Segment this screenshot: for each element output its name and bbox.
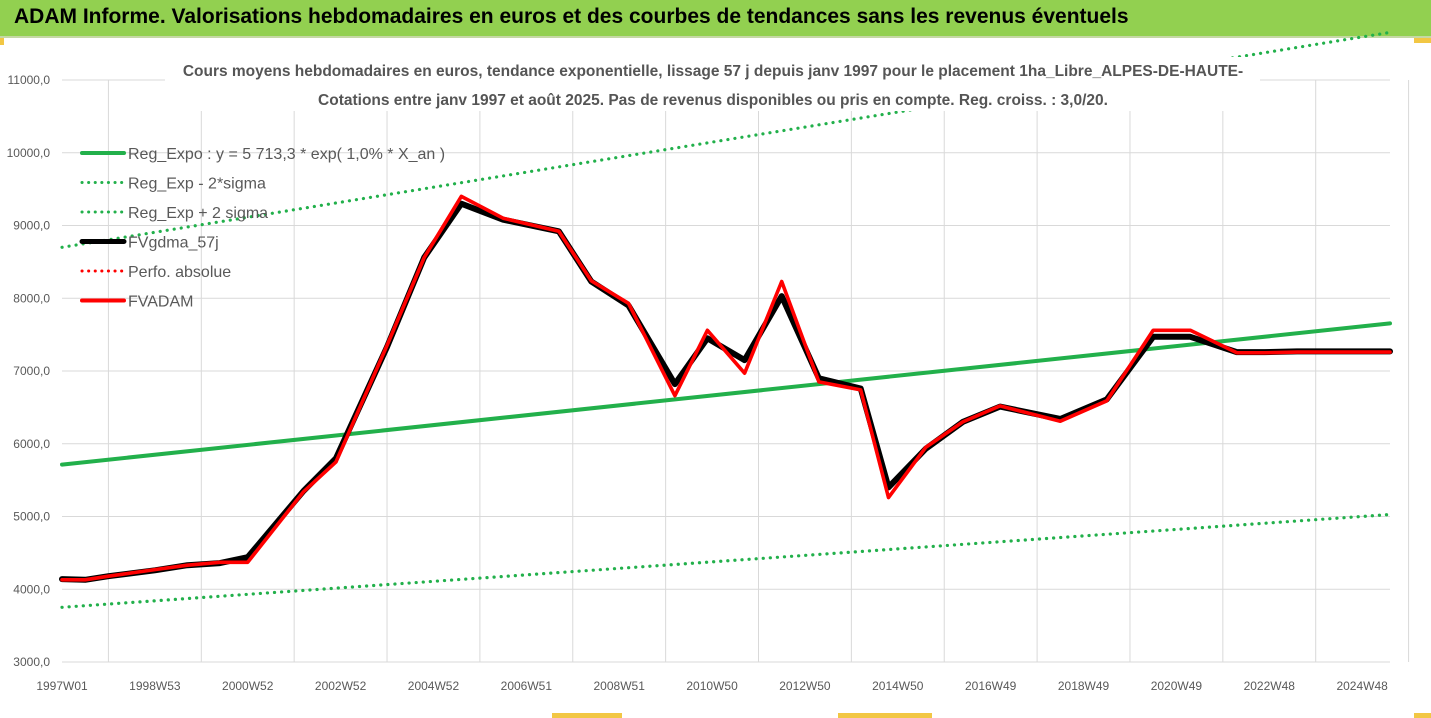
legend: Reg_Expo : y = 5 713,3 * exp( 1,0% * X_a… [79,146,445,311]
chart-title-line-2: Cotations entre janv 1997 et août 2025. … [318,92,1108,109]
banner-title: ADAM Informe. Valorisations hebdomadaire… [14,5,1129,28]
chart-title-line-1: Cours moyens hebdomadaires en euros, ten… [183,63,1243,80]
header-banner: ADAM Informe. Valorisations hebdomadaire… [0,0,1431,38]
x-tick-label: 2014W50 [872,679,924,693]
series-line [59,200,1393,583]
y-tick-label: 7000,0 [13,364,50,378]
legend-label: Reg_Exp - 2*sigma [128,176,266,193]
x-tick-label: 2018W49 [1058,679,1110,693]
series-line [60,512,1392,609]
y-tick-label: 8000,0 [13,291,50,305]
y-tick-label: 10000,0 [7,146,51,160]
resize-handle-top-left[interactable] [0,38,4,45]
x-tick-label: 2002W52 [315,679,367,693]
y-tick-label: 5000,0 [13,510,50,524]
x-tick-label: 2008W51 [594,679,646,693]
y-tick-label: 11000,0 [8,73,51,87]
y-tick-label: 3000,0 [13,655,50,669]
x-tick-label: 2012W50 [779,679,831,693]
y-tick-label: 9000,0 [13,219,50,233]
x-tick-label: 2004W52 [408,679,460,693]
resize-handle-bottom-mid[interactable] [838,713,932,718]
legend-label: FVADAM [128,294,193,311]
resize-handle-bottom-right[interactable] [1414,713,1431,718]
x-tick-label: 1998W53 [129,679,181,693]
series-line [60,321,1392,467]
resize-handle-bottom-left[interactable] [552,713,622,718]
x-tick-label: 2006W51 [501,679,553,693]
series-line [60,194,1392,582]
x-tick-label: 2020W49 [1151,679,1203,693]
x-tick-label: 2024W48 [1336,679,1388,693]
title-backdrop [165,57,1260,111]
x-tick-label: 2022W48 [1244,679,1296,693]
legend-label: Perfo. absolue [128,264,231,281]
legend-label: Reg_Exp + 2 sigma [128,205,268,222]
x-tick-label: 2000W52 [222,679,274,693]
x-tick-label: 2016W49 [965,679,1017,693]
y-tick-label: 4000,0 [13,582,50,596]
x-tick-label: 2010W50 [686,679,738,693]
y-tick-label: 6000,0 [13,437,50,451]
x-tick-label: 1997W01 [36,679,88,693]
legend-label: FVgdma_57j [128,235,219,252]
resize-handle-top-right[interactable] [1414,38,1431,43]
legend-label: Reg_Expo : y = 5 713,3 * exp( 1,0% * X_a… [128,146,445,163]
